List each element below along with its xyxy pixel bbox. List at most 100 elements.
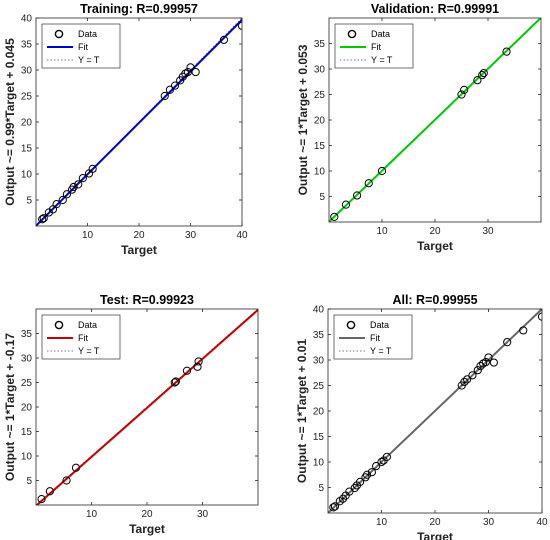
validation-data-point <box>460 85 469 95</box>
test-y-tick-label: 5 <box>26 476 32 487</box>
validation-data-point <box>341 200 351 209</box>
test-data-point <box>182 366 192 375</box>
validation-data-point <box>502 47 511 56</box>
test-data-point <box>171 377 180 386</box>
test-x-tick-label: 30 <box>197 509 209 520</box>
all-data-point <box>330 502 340 511</box>
training-x-tick-label: 10 <box>82 230 94 241</box>
validation-legend: Data Fit Y = T <box>334 23 414 69</box>
validation-y-tick-label: 15 <box>314 141 326 152</box>
training-legend-data-label: Data <box>78 29 97 39</box>
validation-y-tick-label: 5 <box>319 192 325 203</box>
validation-y-tick-label: 30 <box>314 65 326 76</box>
training-x-axis-label: Target <box>121 243 157 257</box>
all-y-tick-label: 25 <box>313 381 325 392</box>
training-y-tick-label: 15 <box>21 144 33 155</box>
training-data-point <box>219 35 229 44</box>
validation-x-axis-label: Target <box>417 239 453 253</box>
training-x-tick-label: 20 <box>133 230 145 241</box>
all-plot: 10 20 30 40 5 10 15 20 25 30 35 40 All: R=0.99955 Tar… <box>295 293 548 540</box>
validation-x-tick-label: 10 <box>376 226 388 237</box>
test-y-tick-label: 15 <box>21 427 33 438</box>
test-data-point <box>62 476 71 485</box>
test-legend-identity-label: Y = T <box>78 346 100 356</box>
validation-data-point <box>352 191 362 200</box>
test-x-tick-label: 10 <box>86 509 98 520</box>
test-legend: Data Fit Y = T <box>41 314 121 360</box>
training-legend-data-marker <box>54 29 64 39</box>
validation-y-axis-label: Output ~= 1*Target + 0.053 <box>296 44 310 195</box>
validation-data-point <box>479 68 488 78</box>
all-y-tick-label: 20 <box>313 407 325 418</box>
validation-legend-data-label: Data <box>371 29 390 39</box>
test-legend-data-marker <box>54 320 64 330</box>
all-data-point <box>468 371 477 380</box>
all-legend-fit-label: Fit <box>370 333 380 343</box>
training-legend-identity-label: Y = T <box>78 55 100 65</box>
training-x-tick-label: 40 <box>236 230 248 241</box>
training-data-point <box>38 215 47 224</box>
all-data-point <box>476 362 485 371</box>
training-data-point <box>186 63 195 72</box>
all-y-tick-label: 10 <box>313 458 325 469</box>
training-y-tick-label: 30 <box>21 66 33 77</box>
training-data-point <box>52 200 61 209</box>
validation-data-point <box>457 90 466 99</box>
training-x-tick-label: 30 <box>185 230 197 241</box>
all-title: All: R=0.99955 <box>392 293 477 307</box>
test-legend-fit-label: Fit <box>78 333 88 343</box>
validation-title: Validation: R=0.99991 <box>371 2 499 16</box>
all-legend-data-marker <box>346 320 356 330</box>
validation-data-point <box>478 71 487 80</box>
training-plot: 10 20 30 40 5 10 15 20 25 30 35 40 Training: R=0.999… <box>3 2 248 257</box>
validation-fit-line <box>329 18 541 222</box>
test-y-tick-label: 25 <box>21 378 33 389</box>
training-y-tick-label: 10 <box>21 170 33 181</box>
validation-x-tick-label: 20 <box>429 226 441 237</box>
validation-data-point <box>473 76 482 85</box>
all-x-axis-label: Target <box>417 530 453 540</box>
training-data-point <box>39 214 48 223</box>
all-y-tick-label: 5 <box>318 483 324 494</box>
test-data-point <box>71 463 81 472</box>
all-data-point <box>484 353 493 362</box>
training-data-point <box>78 174 87 183</box>
validation-x-tick-label: 30 <box>482 226 494 237</box>
all-data-point <box>382 452 391 461</box>
training-data-point <box>170 81 180 90</box>
all-y-tick-label: 40 <box>313 305 325 316</box>
all-data-point <box>361 473 370 482</box>
all-data-point <box>481 357 490 367</box>
all-legend: Data Fit Y = T <box>333 314 413 360</box>
all-data-point <box>377 457 386 467</box>
training-legend: Data Fit Y = T <box>41 23 121 69</box>
training-data-point <box>88 164 97 173</box>
validation-plot: 10 20 30 5 10 15 20 25 30 35 Validation: R=0.99991… <box>296 2 542 253</box>
all-data-point <box>362 470 372 479</box>
all-data-point <box>503 338 512 347</box>
training-y-tick-label: 40 <box>21 14 33 25</box>
all-data-point <box>350 483 359 493</box>
all-y-axis-label: Output ~= 1*Target + 0.01 <box>295 339 309 483</box>
all-data-point <box>356 477 365 486</box>
all-data-point <box>463 375 472 384</box>
training-y-tick-label: 5 <box>26 196 32 207</box>
training-data-point <box>191 67 200 77</box>
training-data-point <box>62 190 72 199</box>
test-x-tick-label: 20 <box>141 509 153 520</box>
test-plot: 10 20 30 5 10 15 20 25 30 35 Test: R=0.99923 Target… <box>3 293 259 536</box>
test-x-axis-label: Target <box>129 522 165 536</box>
all-data-point <box>489 358 498 367</box>
training-data-point <box>58 195 67 205</box>
all-data-point <box>537 312 542 321</box>
all-data-point <box>519 326 528 335</box>
training-fit-line <box>36 19 242 226</box>
test-data-point <box>193 362 202 371</box>
all-y-tick-label: 35 <box>313 330 325 341</box>
all-x-tick-label: 30 <box>483 517 495 528</box>
all-legend-data-label: Data <box>370 320 389 330</box>
training-data-point <box>69 182 78 192</box>
test-data-point <box>194 357 203 366</box>
test-data-point <box>37 495 46 504</box>
test-fit-line <box>36 309 258 505</box>
